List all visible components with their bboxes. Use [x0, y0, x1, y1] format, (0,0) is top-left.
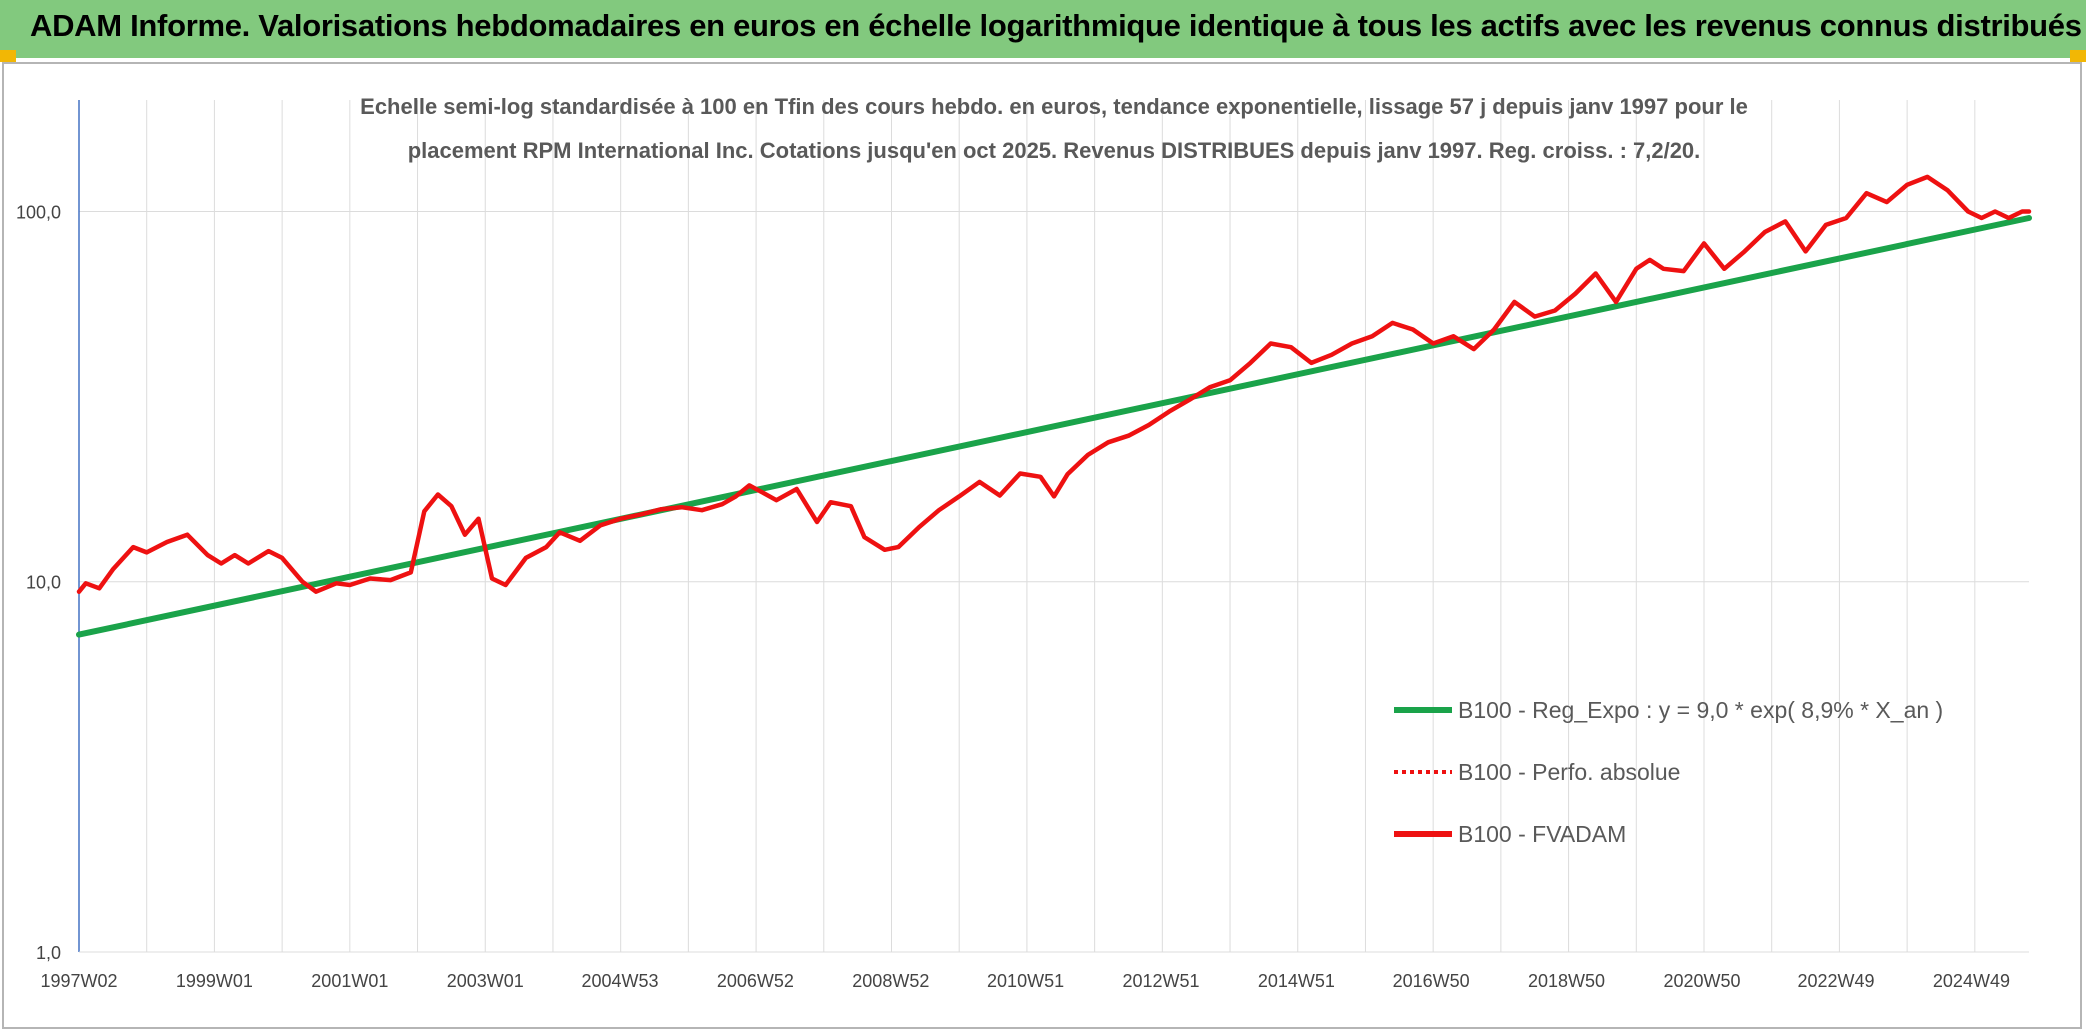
x-tick-label: 2001W01	[311, 971, 388, 991]
x-tick-label: 2006W52	[717, 971, 794, 991]
x-tick-label: 2014W51	[1258, 971, 1335, 991]
price-line	[76, 174, 2032, 594]
legend-label: B100 - Reg_Expo : y = 9,0 * exp( 8,9% * …	[1458, 697, 1943, 723]
y-tick-label: 100,0	[16, 202, 61, 222]
x-tick-label: 2010W51	[987, 971, 1064, 991]
x-tick-label: 2003W01	[447, 971, 524, 991]
y-tick-label: 10,0	[26, 573, 61, 593]
corner-marker-right	[2070, 50, 2086, 62]
legend-label: B100 - FVADAM	[1458, 821, 1626, 847]
x-tick-label: 1997W02	[40, 971, 117, 991]
chart-title-line: Echelle semi-log standardisée à 100 en T…	[360, 94, 1748, 119]
x-tick-label: 2004W53	[581, 971, 658, 991]
x-tick-label: 2008W52	[852, 971, 929, 991]
header-bar: ADAM Informe. Valorisations hebdomadaire…	[0, 0, 2086, 58]
header-title: ADAM Informe. Valorisations hebdomadaire…	[30, 8, 2082, 43]
x-tick-label: 2018W50	[1528, 971, 1605, 991]
trend-line	[76, 215, 2032, 638]
chart-title-line: placement RPM International Inc. Cotatio…	[408, 138, 1701, 163]
x-tick-label: 2022W49	[1798, 971, 1875, 991]
x-tick-label: 2024W49	[1933, 971, 2010, 991]
y-tick-label: 1,0	[36, 943, 61, 963]
x-tick-label: 2012W51	[1122, 971, 1199, 991]
x-tick-label: 2016W50	[1393, 971, 1470, 991]
chart: Echelle semi-log standardisée à 100 en T…	[16, 94, 2032, 991]
corner-marker-left	[0, 50, 16, 62]
x-tick-label: 2020W50	[1663, 971, 1740, 991]
legend-label: B100 - Perfo. absolue	[1458, 759, 1680, 785]
chart-frame: Echelle semi-log standardisée à 100 en T…	[2, 62, 2082, 1029]
x-tick-label: 1999W01	[176, 971, 253, 991]
